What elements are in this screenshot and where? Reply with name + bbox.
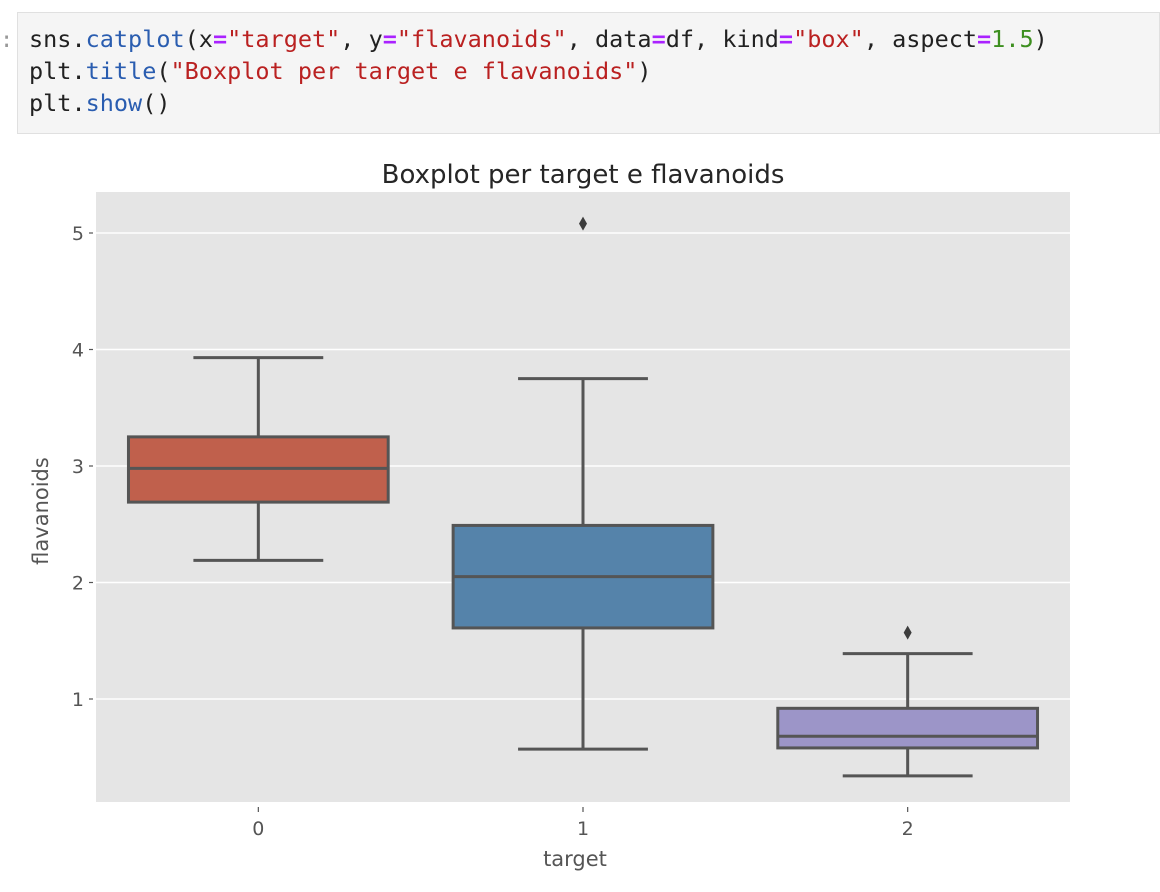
code-token: "Boxplot per target e flavanoids"	[170, 57, 638, 85]
box-2	[776, 706, 1040, 750]
code-token: "flavanoids"	[396, 25, 567, 53]
code-line: plt.title("Boxplot per target e flavanoi…	[29, 57, 652, 85]
code-token: =	[977, 25, 992, 53]
code-token: .	[71, 25, 86, 53]
code-token: , aspect	[863, 25, 978, 53]
code-token: )	[1033, 25, 1048, 53]
code-token: title	[85, 57, 157, 85]
plot-output: Boxplot per target e flavanoids 1 2 3 4 5 flav…	[0, 140, 1160, 888]
cell-prompt: :	[0, 28, 14, 53]
code-token: =	[651, 25, 666, 53]
code-token: (	[156, 57, 171, 85]
code-line: plt.show()	[29, 89, 171, 117]
code-token: 1.5	[991, 25, 1034, 53]
code-token: plt	[29, 89, 72, 117]
y-tick-label: 1	[72, 689, 84, 711]
code-token: )	[637, 57, 652, 85]
code-token: , data	[566, 25, 652, 53]
chart-title: Boxplot per target e flavanoids	[382, 160, 785, 190]
code-editor[interactable]: sns.catplot(x="target", y="flavanoids", …	[18, 13, 1159, 119]
x-axis-label: target	[543, 847, 607, 871]
code-token: catplot	[85, 25, 185, 53]
y-tick-label: 5	[72, 223, 84, 245]
code-token: ()	[142, 89, 171, 117]
code-token: (x	[184, 25, 213, 53]
code-token: =	[778, 25, 794, 53]
code-token: "target"	[227, 25, 341, 53]
x-tick-label: 1	[577, 818, 589, 840]
code-token: plt	[29, 57, 72, 85]
code-cell[interactable]: sns.catplot(x="target", y="flavanoids", …	[17, 12, 1160, 134]
code-line: sns.catplot(x="target", y="flavanoids", …	[29, 25, 1048, 53]
code-token: .	[71, 89, 86, 117]
boxplot-chart: Boxplot per target e flavanoids 1 2 3 4 5 flav…	[29, 160, 1070, 871]
code-token: =	[212, 25, 228, 53]
code-token: .	[71, 57, 86, 85]
code-token: "box"	[793, 25, 864, 53]
y-axis-label: flavanoids	[29, 457, 53, 565]
y-tick-label: 3	[72, 456, 84, 478]
code-token: df, kind	[665, 25, 779, 53]
outlier-marker	[579, 216, 587, 231]
outlier-marker	[903, 625, 912, 640]
code-token: show	[85, 89, 143, 117]
code-token: , y	[340, 25, 383, 53]
y-tick-label: 2	[72, 573, 84, 595]
code-token: =	[382, 25, 397, 53]
code-token: sns	[29, 25, 72, 53]
x-tick-label: 0	[252, 818, 264, 840]
y-tick-label: 4	[72, 340, 84, 362]
x-tick-label: 2	[902, 818, 914, 840]
